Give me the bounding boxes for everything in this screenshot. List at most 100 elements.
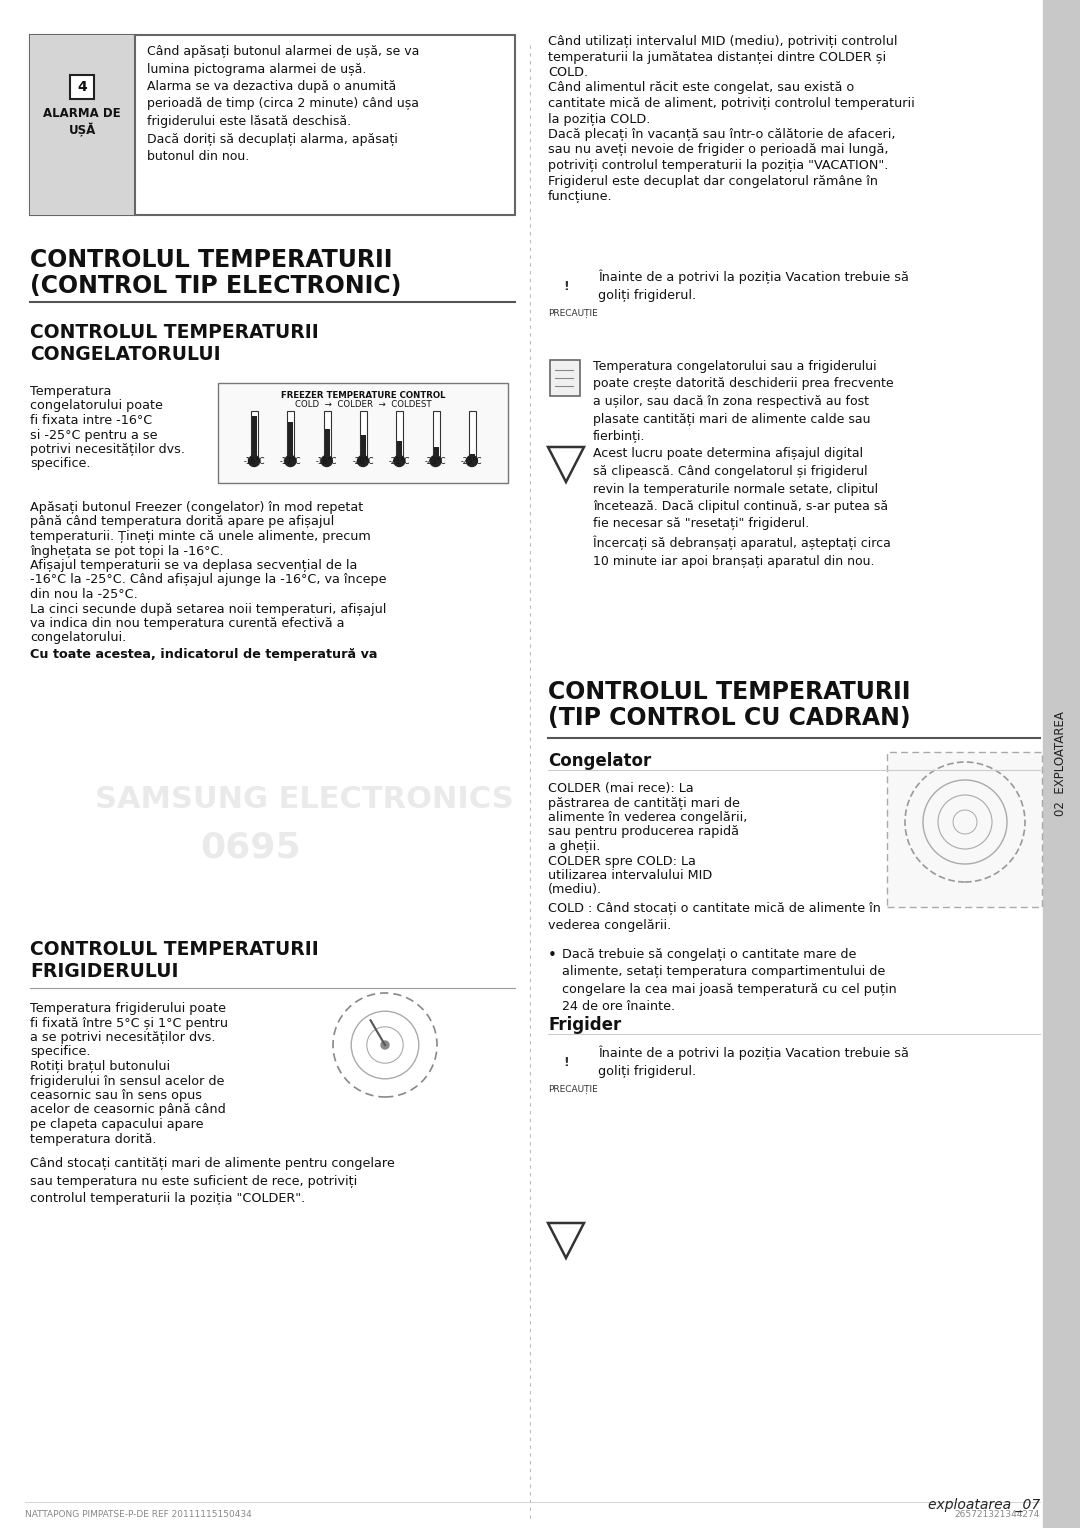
Text: păstrarea de cantități mari de: păstrarea de cantități mari de (548, 796, 740, 810)
Text: Afișajul temperaturii se va deplasa secvențial de la: Afișajul temperaturii se va deplasa secv… (30, 559, 357, 571)
Text: Frigiderul este decuplat dar congelatorul rămâne în: Frigiderul este decuplat dar congelatoru… (548, 174, 878, 188)
Text: exploatarea _07: exploatarea _07 (928, 1497, 1040, 1513)
Text: Frigider: Frigider (548, 1016, 621, 1034)
Circle shape (248, 455, 259, 466)
Text: CONTROLUL TEMPERATURII: CONTROLUL TEMPERATURII (30, 940, 319, 960)
Text: 02  EXPLOATAREA: 02 EXPLOATAREA (1054, 712, 1067, 816)
Text: Rotiți brațul butonului: Rotiți brațul butonului (30, 1060, 171, 1073)
Text: PRECAUȚIE: PRECAUȚIE (548, 1085, 597, 1094)
Text: alimente în vederea congelării,: alimente în vederea congelării, (548, 811, 747, 824)
Text: ceasornic sau în sens opus: ceasornic sau în sens opus (30, 1089, 202, 1102)
Text: 4: 4 (77, 79, 86, 95)
Text: 265721321344274: 265721321344274 (955, 1510, 1040, 1519)
Text: 0695: 0695 (200, 831, 300, 865)
Circle shape (430, 455, 441, 466)
Text: congelatorului poate: congelatorului poate (30, 399, 163, 413)
Text: !: ! (563, 281, 569, 293)
Text: pe clapeta capacului apare: pe clapeta capacului apare (30, 1118, 203, 1131)
Text: Temperatura congelatorului sau a frigiderului
poate crește datorită deschiderii : Temperatura congelatorului sau a frigide… (593, 361, 893, 568)
Circle shape (285, 455, 296, 466)
Bar (252, 416, 257, 461)
Text: Apăsați butonul Freezer (congelator) în mod repetat: Apăsați butonul Freezer (congelator) în … (30, 501, 363, 513)
Text: la poziția COLD.: la poziția COLD. (548, 113, 650, 125)
Bar (288, 422, 294, 461)
Text: COLDER spre COLD: La: COLDER spre COLD: La (548, 854, 696, 868)
Text: congelatorului.: congelatorului. (30, 631, 126, 645)
Text: specifice.: specifice. (30, 1045, 91, 1059)
Text: temperaturii la jumătatea distanței dintre COLDER și: temperaturii la jumătatea distanței dint… (548, 50, 886, 64)
Circle shape (321, 455, 333, 466)
Text: temperatura dorită.: temperatura dorită. (30, 1132, 157, 1146)
Text: COLD.: COLD. (548, 66, 589, 79)
Text: FRIGIDERULUI: FRIGIDERULUI (30, 963, 178, 981)
Text: (CONTROL TIP ELECTRONIC): (CONTROL TIP ELECTRONIC) (30, 274, 402, 298)
Circle shape (394, 455, 405, 466)
Text: fi fixata intre -16°C: fi fixata intre -16°C (30, 414, 152, 426)
Text: Când alimentul răcit este congelat, sau există o: Când alimentul răcit este congelat, sau … (548, 81, 854, 95)
Text: fi fixată între 5°C și 1°C pentru: fi fixată între 5°C și 1°C pentru (30, 1016, 228, 1030)
Text: PRECAUȚIE: PRECAUȚIE (548, 309, 597, 318)
Bar (550, 361, 580, 396)
Text: până când temperatura dorită apare pe afișajul: până când temperatura dorită apare pe af… (30, 515, 334, 529)
Text: înghețata se pot topi la -16°C.: înghețata se pot topi la -16°C. (30, 544, 224, 558)
Bar (433, 448, 438, 461)
Text: -21°C: -21°C (389, 457, 410, 466)
Text: -20°C: -20°C (352, 457, 374, 466)
Text: (mediu).: (mediu). (548, 883, 603, 897)
Text: Cu toate acestea, indicatorul de temperatură va: Cu toate acestea, indicatorul de tempera… (30, 648, 378, 662)
Text: La cinci secunde după setarea noii temperaturi, afișajul: La cinci secunde după setarea noii tempe… (30, 602, 387, 616)
Bar (70, 75, 94, 99)
Text: CONTROLUL TEMPERATURII: CONTROLUL TEMPERATURII (30, 322, 319, 342)
Text: Temperatura: Temperatura (30, 385, 111, 397)
Text: cantitate mică de aliment, potriviți controlul temperaturii: cantitate mică de aliment, potriviți con… (548, 96, 915, 110)
Text: si -25°C pentru a se: si -25°C pentru a se (30, 428, 158, 442)
Text: sau nu aveți nevoie de frigider o perioadă mai lungă,: sau nu aveți nevoie de frigider o perioa… (548, 144, 889, 156)
Text: specifice.: specifice. (30, 457, 91, 471)
Text: utilizarea intervalului MID: utilizarea intervalului MID (548, 869, 712, 882)
Bar (325, 428, 329, 461)
Text: Dacă trebuie să congelați o cantitate mare de
alimente, setați temperatura compa: Dacă trebuie să congelați o cantitate ma… (562, 947, 896, 1013)
Bar (397, 442, 402, 461)
Bar (30, 35, 135, 215)
Text: -16°C: -16°C (243, 457, 265, 466)
Text: temperaturii. Țineți minte că unele alimente, precum: temperaturii. Țineți minte că unele alim… (30, 530, 370, 542)
Bar (287, 411, 295, 461)
Text: Congelator: Congelator (548, 752, 651, 770)
Text: (TIP CONTROL CU CADRAN): (TIP CONTROL CU CADRAN) (548, 706, 910, 730)
Bar (324, 411, 330, 461)
Text: Când stocați cantități mari de alimente pentru congelare
sau temperatura nu este: Când stocați cantități mari de alimente … (30, 1157, 395, 1206)
Text: COLD : Când stocați o cantitate mică de alimente în
vederea congelării.: COLD : Când stocați o cantitate mică de … (548, 902, 881, 932)
Text: -18°C: -18°C (316, 457, 337, 466)
Bar (469, 411, 476, 461)
Text: Înainte de a potrivi la poziția Vacation trebuie să
goliți frigiderul.: Înainte de a potrivi la poziția Vacation… (598, 1047, 909, 1077)
Text: funcțiune.: funcțiune. (548, 189, 612, 203)
Text: NATTAPONG PIMPATSE-P-DE REF 20111115150434: NATTAPONG PIMPATSE-P-DE REF 201111151504… (25, 1510, 252, 1519)
Text: CONTROLUL TEMPERATURII: CONTROLUL TEMPERATURII (548, 680, 910, 704)
Text: CONTROLUL TEMPERATURII: CONTROLUL TEMPERATURII (30, 248, 392, 272)
Text: acelor de ceasornic până când: acelor de ceasornic până când (30, 1103, 226, 1117)
Text: frigiderului în sensul acelor de: frigiderului în sensul acelor de (30, 1074, 225, 1088)
Circle shape (357, 455, 368, 466)
Text: Temperatura frigiderului poate: Temperatura frigiderului poate (30, 1002, 226, 1015)
Text: ALARMA DE
UȘĂ: ALARMA DE UȘĂ (43, 107, 121, 138)
Circle shape (467, 455, 477, 466)
Text: potriviți controlul temperaturii la poziția "VACATION".: potriviți controlul temperaturii la pozi… (548, 159, 889, 173)
Text: va indica din nou temperatura curentă efectivă a: va indica din nou temperatura curentă ef… (30, 617, 345, 630)
Text: COLD  →  COLDER  →  COLDEST: COLD → COLDER → COLDEST (295, 400, 431, 410)
Text: SAMSUNG ELECTRONICS: SAMSUNG ELECTRONICS (95, 785, 514, 814)
Bar (361, 435, 366, 461)
Text: din nou la -25°C.: din nou la -25°C. (30, 588, 138, 601)
Text: Când apăsați butonul alarmei de ușă, se va
lumina pictograma alarmei de ușă.
Ala: Când apăsați butonul alarmei de ușă, se … (147, 44, 419, 163)
Bar (360, 411, 367, 461)
Text: Dacă plecați în vacanță sau într-o călătorie de afaceri,: Dacă plecați în vacanță sau într-o călăt… (548, 128, 895, 141)
Bar (252, 411, 258, 461)
Text: FREEZER TEMPERATURE CONTROL: FREEZER TEMPERATURE CONTROL (281, 391, 445, 400)
Bar (470, 454, 475, 461)
Text: -17°C: -17°C (280, 457, 301, 466)
Text: a gheții.: a gheții. (548, 840, 600, 853)
Text: COLDER (mai rece): La: COLDER (mai rece): La (548, 782, 693, 795)
Text: sau pentru producerea rapidă: sau pentru producerea rapidă (548, 825, 739, 839)
Bar (1043, 0, 1080, 1528)
Text: Când utilizați intervalul MID (mediu), potriviți controlul: Când utilizați intervalul MID (mediu), p… (548, 35, 897, 47)
Text: -23°C: -23°C (424, 457, 446, 466)
